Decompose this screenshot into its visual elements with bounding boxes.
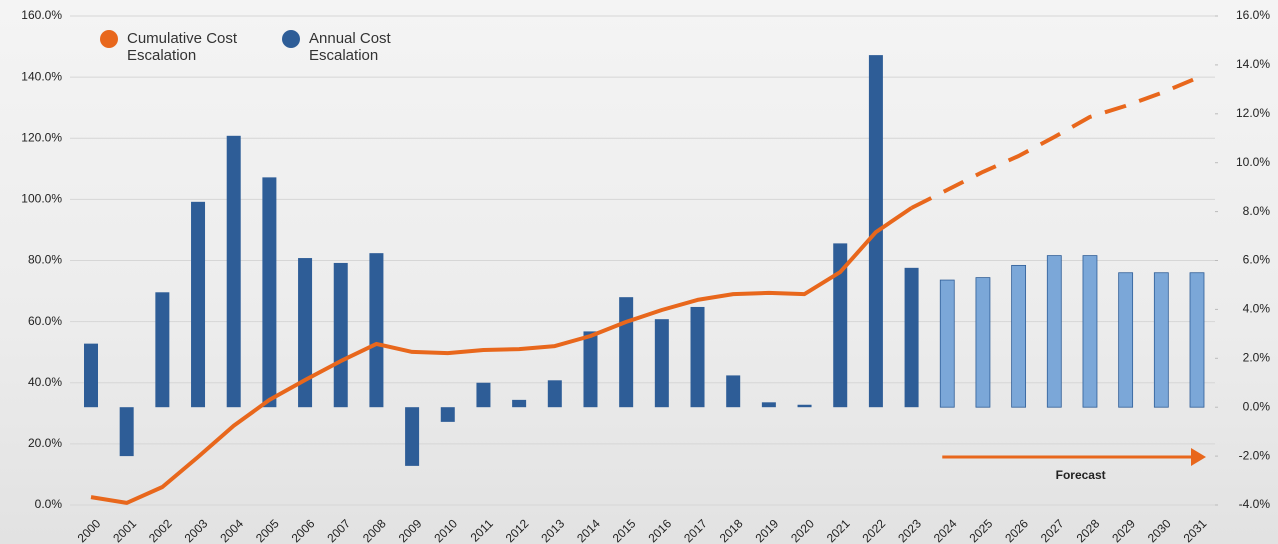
x-tick-label: 2024 <box>931 516 960 544</box>
x-tick-label: 2015 <box>610 516 639 544</box>
bar <box>691 307 705 407</box>
y-tick-label: 120.0% <box>21 130 62 144</box>
x-tick-label: 2004 <box>217 516 246 544</box>
y-tick-label: 80.0% <box>28 253 62 267</box>
bar <box>155 292 169 407</box>
x-tick-label: 2021 <box>824 516 853 544</box>
legend-label: Cumulative Cost Escalation <box>127 30 262 64</box>
bar <box>405 407 419 466</box>
bar <box>369 253 383 407</box>
line <box>91 208 912 503</box>
x-tick-label: 2031 <box>1181 516 1210 544</box>
x-tick-label: 2025 <box>967 516 996 544</box>
x-tick-label: 2006 <box>289 516 318 544</box>
x-tick-label: 2009 <box>396 516 425 544</box>
bar <box>441 407 455 422</box>
x-tick-label: 2014 <box>574 516 603 544</box>
legend: Cumulative Cost Escalation Annual Cost Es… <box>100 30 429 64</box>
x-tick-label: 2007 <box>324 516 353 544</box>
y2-tick-label: -2.0% <box>1239 448 1271 462</box>
x-tick-label: 2027 <box>1038 516 1067 544</box>
x-tick-label: 2003 <box>182 516 211 544</box>
bar <box>655 319 669 407</box>
x-tick-label: 2016 <box>645 516 674 544</box>
y-tick-label: 140.0% <box>21 69 62 83</box>
legend-marker <box>282 30 300 48</box>
y2-tick-label: 14.0% <box>1236 57 1270 71</box>
legend-label: Annual Cost Escalation <box>309 30 409 64</box>
y2-tick-label: 2.0% <box>1243 350 1271 364</box>
x-tick-label: 2030 <box>1145 516 1174 544</box>
x-tick-label: 2012 <box>503 516 532 544</box>
bar <box>798 405 812 407</box>
legend-marker <box>100 30 118 48</box>
bar <box>120 407 134 456</box>
x-tick-label: 2017 <box>681 516 710 544</box>
bar <box>619 297 633 407</box>
y2-tick-label: 4.0% <box>1243 302 1271 316</box>
bar <box>227 136 241 407</box>
bar <box>262 177 276 407</box>
bar <box>940 280 954 407</box>
y2-tick-label: 10.0% <box>1236 155 1270 169</box>
x-tick-label: 2023 <box>895 516 924 544</box>
bar <box>512 400 526 407</box>
bar <box>1012 265 1026 407</box>
x-tick-label: 2026 <box>1002 516 1031 544</box>
y-tick-label: 40.0% <box>28 375 62 389</box>
x-tick-label: 2029 <box>1109 516 1138 544</box>
bar <box>548 380 562 407</box>
x-tick-label: 2019 <box>752 516 781 544</box>
bar <box>84 344 98 408</box>
y-tick-label: 20.0% <box>28 436 62 450</box>
x-tick-label: 2010 <box>431 516 460 544</box>
x-tick-label: 2018 <box>717 516 746 544</box>
bar <box>726 375 740 407</box>
bar <box>476 383 490 407</box>
x-tick-label: 2013 <box>538 516 567 544</box>
forecast-label: Forecast <box>1056 468 1106 482</box>
x-tick-label: 2020 <box>788 516 817 544</box>
plot: 0.0% 20.0% 40.0% 60.0% 80.0% 100.0% 120.0% 140.… <box>0 0 1278 544</box>
y2-tick-label: 0.0% <box>1243 399 1271 413</box>
y-tick-label: 100.0% <box>21 192 62 206</box>
y2-tick-label: 6.0% <box>1243 253 1271 267</box>
y2-tick-label: -4.0% <box>1239 497 1271 511</box>
x-tick-label: 2000 <box>75 516 104 544</box>
bar <box>191 202 205 407</box>
bar <box>1047 256 1061 408</box>
y2-tick-label: 8.0% <box>1243 204 1271 218</box>
legend-item: Cumulative Cost Escalation <box>100 30 262 64</box>
bar <box>905 268 919 407</box>
x-tick-label: 2028 <box>1074 516 1103 544</box>
chart: 0.0% 20.0% 40.0% 60.0% 80.0% 100.0% 120.0% 140.… <box>0 0 1278 544</box>
x-tick-label: 2008 <box>360 516 389 544</box>
y-tick-label: 60.0% <box>28 314 62 328</box>
legend-item: Annual Cost Escalation <box>282 30 409 64</box>
bar <box>762 402 776 407</box>
bar <box>583 331 597 407</box>
y-tick-label: 160.0% <box>21 8 62 22</box>
x-tick-label: 2001 <box>110 516 139 544</box>
forecast-line <box>912 78 1197 208</box>
y-tick-label: 0.0% <box>35 497 63 511</box>
x-tick-label: 2022 <box>859 516 888 544</box>
bar <box>1119 273 1133 407</box>
bar <box>334 263 348 407</box>
bar <box>1154 273 1168 407</box>
bar <box>1083 256 1097 408</box>
x-tick-label: 2002 <box>146 516 175 544</box>
x-tick-label: 2011 <box>468 516 496 544</box>
y2-tick-label: 12.0% <box>1236 106 1270 120</box>
x-tick-label: 2005 <box>253 516 282 544</box>
y2-tick-label: 16.0% <box>1236 8 1270 22</box>
bar <box>976 278 990 408</box>
bar <box>1190 273 1204 407</box>
